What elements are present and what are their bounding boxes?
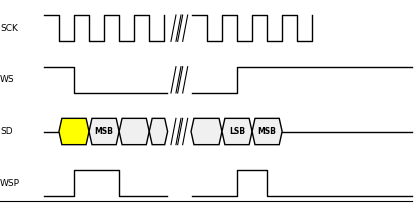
Polygon shape	[222, 118, 252, 145]
Text: SD: SD	[0, 127, 13, 136]
Polygon shape	[252, 118, 282, 145]
Polygon shape	[59, 118, 89, 145]
Text: SCK: SCK	[0, 24, 18, 33]
Text: WS: WS	[0, 75, 15, 84]
Text: LSB: LSB	[229, 127, 245, 136]
Polygon shape	[89, 118, 119, 145]
Polygon shape	[119, 118, 149, 145]
Polygon shape	[149, 118, 168, 145]
Text: MSB: MSB	[94, 127, 114, 136]
Polygon shape	[191, 118, 222, 145]
Text: MSB: MSB	[257, 127, 277, 136]
Text: WSP: WSP	[0, 179, 20, 188]
